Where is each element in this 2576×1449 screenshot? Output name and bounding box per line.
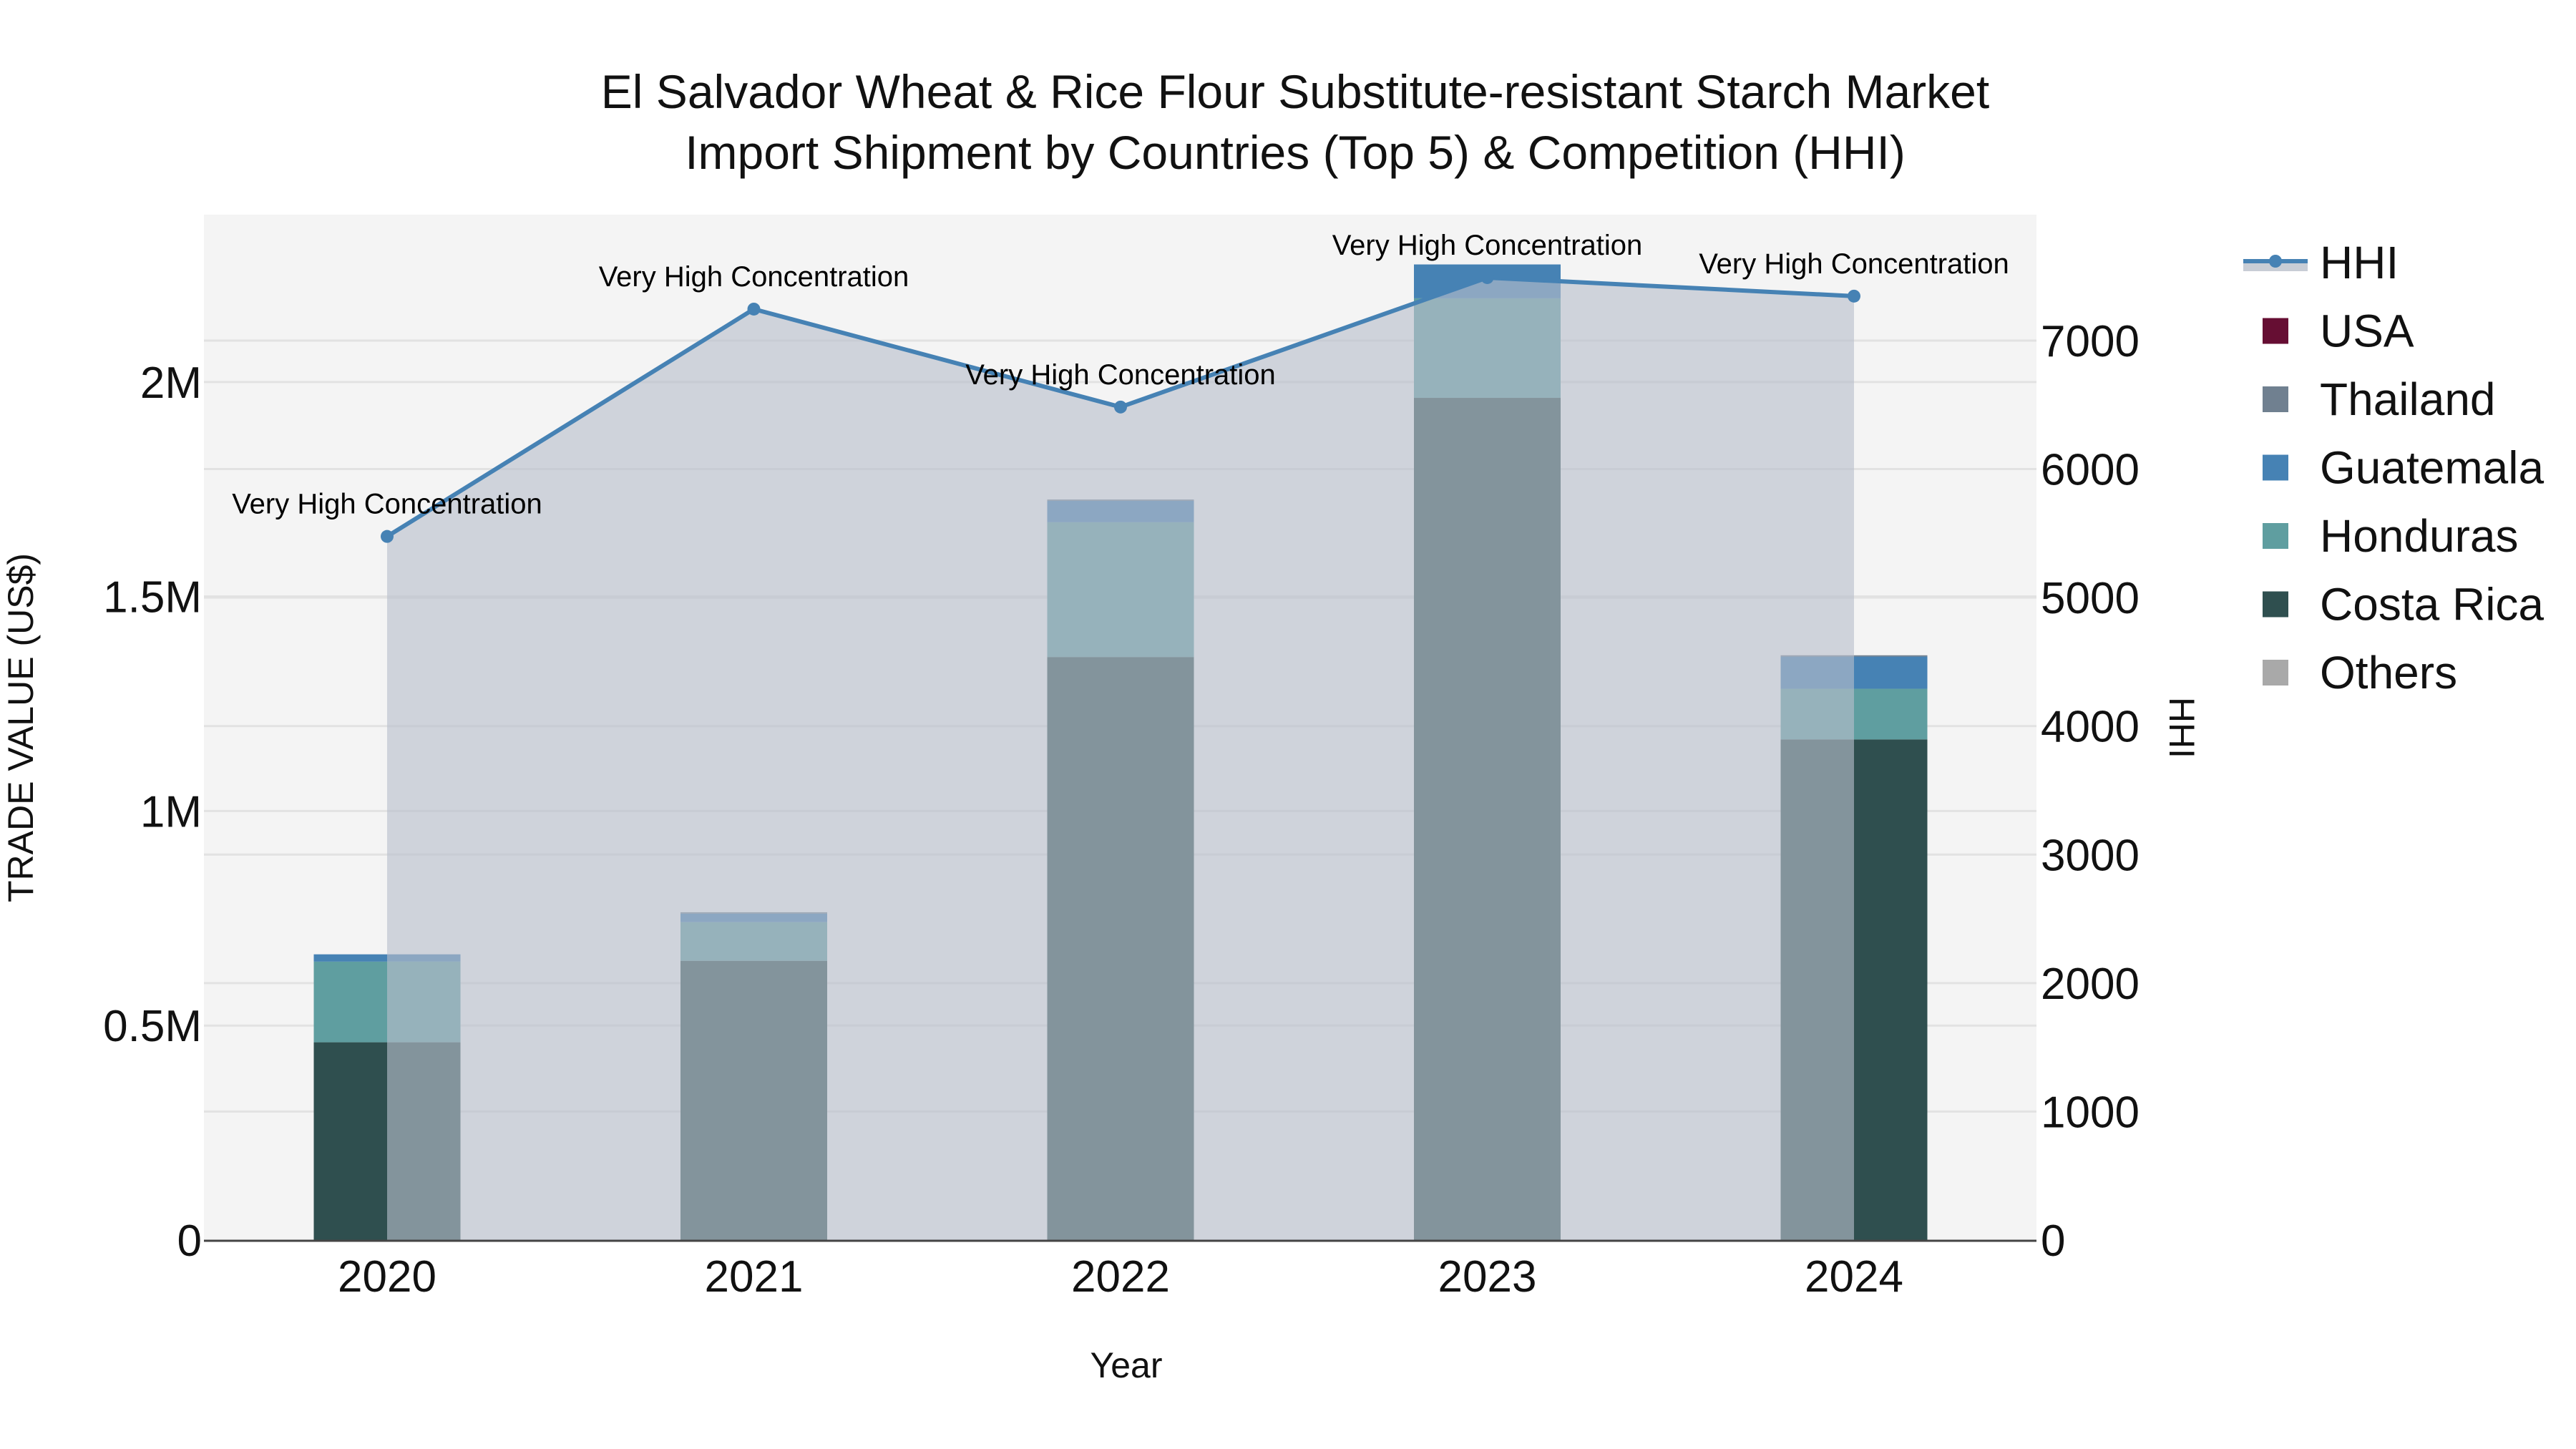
- legend-item-honduras[interactable]: Honduras: [2263, 510, 2519, 562]
- y-tick-label: 2M: [140, 358, 202, 408]
- chart-title: El Salvador Wheat & Rice Flour Substitut…: [601, 65, 1989, 118]
- legend-label: Honduras: [2320, 510, 2519, 562]
- y2-tick-label: 4000: [2041, 703, 2140, 752]
- hhi-area: [387, 277, 1854, 1241]
- y2-tick-label: 7000: [2041, 317, 2140, 366]
- hhi-marker[interactable]: [381, 530, 394, 543]
- y2-tick-label: 5000: [2041, 574, 2140, 623]
- y2-tick-label: 0: [2041, 1216, 2065, 1266]
- legend-label: HHI: [2320, 237, 2399, 288]
- hhi-marker[interactable]: [747, 302, 761, 316]
- legend-item-costa-rica[interactable]: Costa Rica: [2263, 579, 2544, 630]
- hhi-annotations: Very High Concentration Very High Concent…: [232, 230, 2009, 520]
- legend-label: Costa Rica: [2320, 579, 2544, 630]
- hhi-annotation: Very High Concentration: [599, 261, 909, 293]
- y-tick-label: 1M: [140, 787, 202, 836]
- legend-marker-icon: [2269, 255, 2282, 268]
- x-tick-label: 2024: [1805, 1252, 1903, 1302]
- x-tick-label: 2023: [1438, 1252, 1537, 1302]
- hhi-annotation: Very High Concentration: [1332, 230, 1643, 261]
- y-axis-title: TRADE VALUE (US$): [1, 553, 41, 902]
- y-tick-label: 0.5M: [103, 1002, 202, 1051]
- x-tick-label: 2021: [705, 1252, 804, 1302]
- legend-swatch-icon: [2263, 591, 2288, 618]
- legend-item-thailand[interactable]: Thailand: [2263, 374, 2496, 425]
- legend-label: USA: [2320, 306, 2414, 357]
- chart-subtitle: Import Shipment by Countries (Top 5) & C…: [685, 126, 1906, 179]
- legend-label: Others: [2320, 647, 2457, 698]
- y2-tick-label: 2000: [2041, 960, 2140, 1009]
- y-axis-ticks: 0 0.5M 1M 1.5M 2M: [103, 358, 202, 1266]
- legend-label: Guatemala: [2320, 442, 2544, 494]
- hhi-annotation: Very High Concentration: [965, 359, 1276, 391]
- y2-axis-title: HHI: [2162, 697, 2202, 758]
- x-axis-ticks: 2020 2021 2022 2023 2024: [338, 1252, 1903, 1302]
- legend-label: Thailand: [2320, 374, 2496, 425]
- legend-item-guatemala[interactable]: Guatemala: [2263, 442, 2544, 494]
- hhi-marker[interactable]: [1480, 270, 1494, 284]
- hhi-line-series: [381, 270, 1860, 1241]
- legend-swatch-icon: [2263, 386, 2288, 412]
- hhi-marker[interactable]: [1848, 289, 1860, 303]
- y2-axis-ticks: 0 1000 2000 3000 4000 5000 6000 7000: [2041, 317, 2140, 1266]
- y2-tick-label: 6000: [2041, 446, 2140, 495]
- legend-swatch-icon: [2263, 318, 2288, 344]
- hhi-marker[interactable]: [1114, 400, 1127, 414]
- legend-item-usa[interactable]: USA: [2263, 306, 2414, 357]
- legend-swatch-icon: [2263, 660, 2288, 686]
- x-tick-label: 2022: [1071, 1252, 1170, 1302]
- legend: HHI USA Thailand Guatemala Honduras Costa Ric…: [2243, 237, 2544, 698]
- hhi-annotation: Very High Concentration: [1699, 248, 2009, 280]
- x-tick-label: 2020: [338, 1252, 436, 1302]
- legend-swatch-icon: [2263, 454, 2288, 481]
- legend-item-hhi[interactable]: HHI: [2243, 237, 2399, 288]
- y2-tick-label: 3000: [2041, 831, 2140, 880]
- x-axis-title: Year: [1090, 1345, 1162, 1385]
- hhi-annotation: Very High Concentration: [232, 489, 542, 520]
- y2-tick-label: 1000: [2041, 1088, 2140, 1137]
- legend-swatch-icon: [2263, 523, 2288, 549]
- legend-item-others[interactable]: Others: [2263, 647, 2457, 698]
- y-tick-label: 1.5M: [103, 573, 202, 623]
- y-tick-label: 0: [177, 1216, 202, 1266]
